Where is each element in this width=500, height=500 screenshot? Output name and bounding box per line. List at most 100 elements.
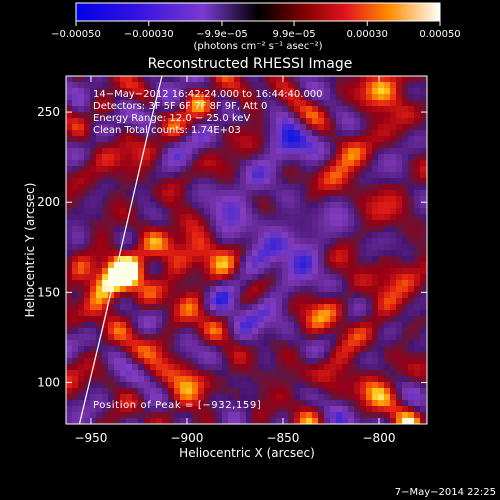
heatmap-cell [192, 316, 199, 323]
heatmap-cell [114, 364, 121, 371]
heatmap-cell [348, 394, 355, 401]
heatmap-cell [348, 418, 355, 424]
heatmap-cell [264, 406, 271, 413]
heatmap-cell [246, 118, 253, 125]
heatmap-cell [378, 334, 385, 341]
heatmap-cell [354, 118, 361, 125]
heatmap-cell [156, 256, 163, 263]
heatmap-cell [360, 256, 367, 263]
heatmap-cell [276, 370, 283, 377]
heatmap-cell [276, 250, 283, 257]
heatmap-cell [396, 250, 403, 257]
heatmap-cell [204, 352, 211, 359]
heatmap-cell [282, 220, 289, 227]
heatmap-cell [90, 118, 97, 125]
heatmap-cell [162, 382, 169, 389]
heatmap-cell [156, 280, 163, 287]
heatmap-cell [162, 118, 169, 125]
heatmap-cell [384, 244, 391, 251]
heatmap-cell [342, 160, 349, 167]
heatmap-cell [372, 310, 379, 317]
heatmap-cell [126, 244, 133, 251]
heatmap-cell [162, 160, 169, 167]
heatmap-cell [168, 226, 175, 233]
heatmap-cell [336, 304, 343, 311]
heatmap-cell [258, 268, 265, 275]
heatmap-cell [240, 250, 247, 257]
heatmap-cell [330, 334, 337, 341]
heatmap-cell [408, 418, 415, 424]
heatmap-cell [216, 124, 223, 131]
heatmap-cell [366, 238, 373, 245]
heatmap-cell [348, 334, 355, 341]
heatmap-cell [150, 232, 157, 239]
heatmap-cell [210, 94, 217, 101]
heatmap-cell [384, 400, 391, 407]
heatmap-cell [96, 226, 103, 233]
heatmap-cell [210, 184, 217, 191]
heatmap-cell [150, 226, 157, 233]
heatmap-cell [390, 208, 397, 215]
heatmap-cell [372, 172, 379, 179]
heatmap-cell [420, 370, 427, 377]
heatmap-cell [246, 418, 253, 424]
heatmap-cell [366, 76, 373, 83]
heatmap-cell [204, 346, 211, 353]
heatmap-cell [180, 130, 187, 137]
heatmap-cell [336, 346, 343, 353]
heatmap-cell [234, 286, 241, 293]
heatmap-cell [360, 100, 367, 107]
heatmap-cell [150, 88, 157, 95]
heatmap-cell [234, 256, 241, 263]
heatmap-cell [300, 316, 307, 323]
heatmap-cell [378, 82, 385, 89]
heatmap-cell [372, 112, 379, 119]
heatmap-cell [264, 220, 271, 227]
heatmap-cell [246, 346, 253, 353]
heatmap-cell [264, 364, 271, 371]
heatmap-cell [288, 328, 295, 335]
heatmap-cell [90, 172, 97, 179]
heatmap-cell [366, 214, 373, 221]
heatmap-cell [90, 142, 97, 149]
heatmap-cell [402, 292, 409, 299]
heatmap-cell [270, 190, 277, 197]
heatmap-cell [402, 256, 409, 263]
heatmap-cell [138, 244, 145, 251]
heatmap-cell [180, 406, 187, 413]
heatmap-cell [114, 118, 121, 125]
heatmap-cell [354, 280, 361, 287]
heatmap-cell [360, 214, 367, 221]
heatmap-cell [408, 238, 415, 245]
heatmap-cell [180, 172, 187, 179]
heatmap-cell [288, 112, 295, 119]
heatmap-cell [72, 298, 79, 305]
heatmap-cell [204, 334, 211, 341]
heatmap-cell [408, 190, 415, 197]
heatmap-cell [354, 196, 361, 203]
heatmap-cell [120, 76, 127, 83]
heatmap-cell [342, 352, 349, 359]
heatmap-cell [366, 172, 373, 179]
heatmap-cell [390, 82, 397, 89]
heatmap-cell [396, 322, 403, 329]
heatmap-cell [414, 178, 421, 185]
heatmap-cell [186, 142, 193, 149]
heatmap-cell [360, 418, 367, 424]
heatmap-cell [216, 388, 223, 395]
heatmap-cell [138, 322, 145, 329]
heatmap-cell [246, 376, 253, 383]
heatmap-cell [132, 154, 139, 161]
heatmap-cell [84, 322, 91, 329]
heatmap-cell [342, 148, 349, 155]
heatmap-cell [102, 358, 109, 365]
heatmap-cell [168, 298, 175, 305]
heatmap-cell [168, 184, 175, 191]
heatmap-cell [300, 364, 307, 371]
heatmap-cell [108, 274, 115, 281]
heatmap-cell [156, 130, 163, 137]
heatmap-cell [162, 406, 169, 413]
heatmap-cell [120, 364, 127, 371]
heatmap-cell [318, 166, 325, 173]
heatmap-cell [174, 184, 181, 191]
